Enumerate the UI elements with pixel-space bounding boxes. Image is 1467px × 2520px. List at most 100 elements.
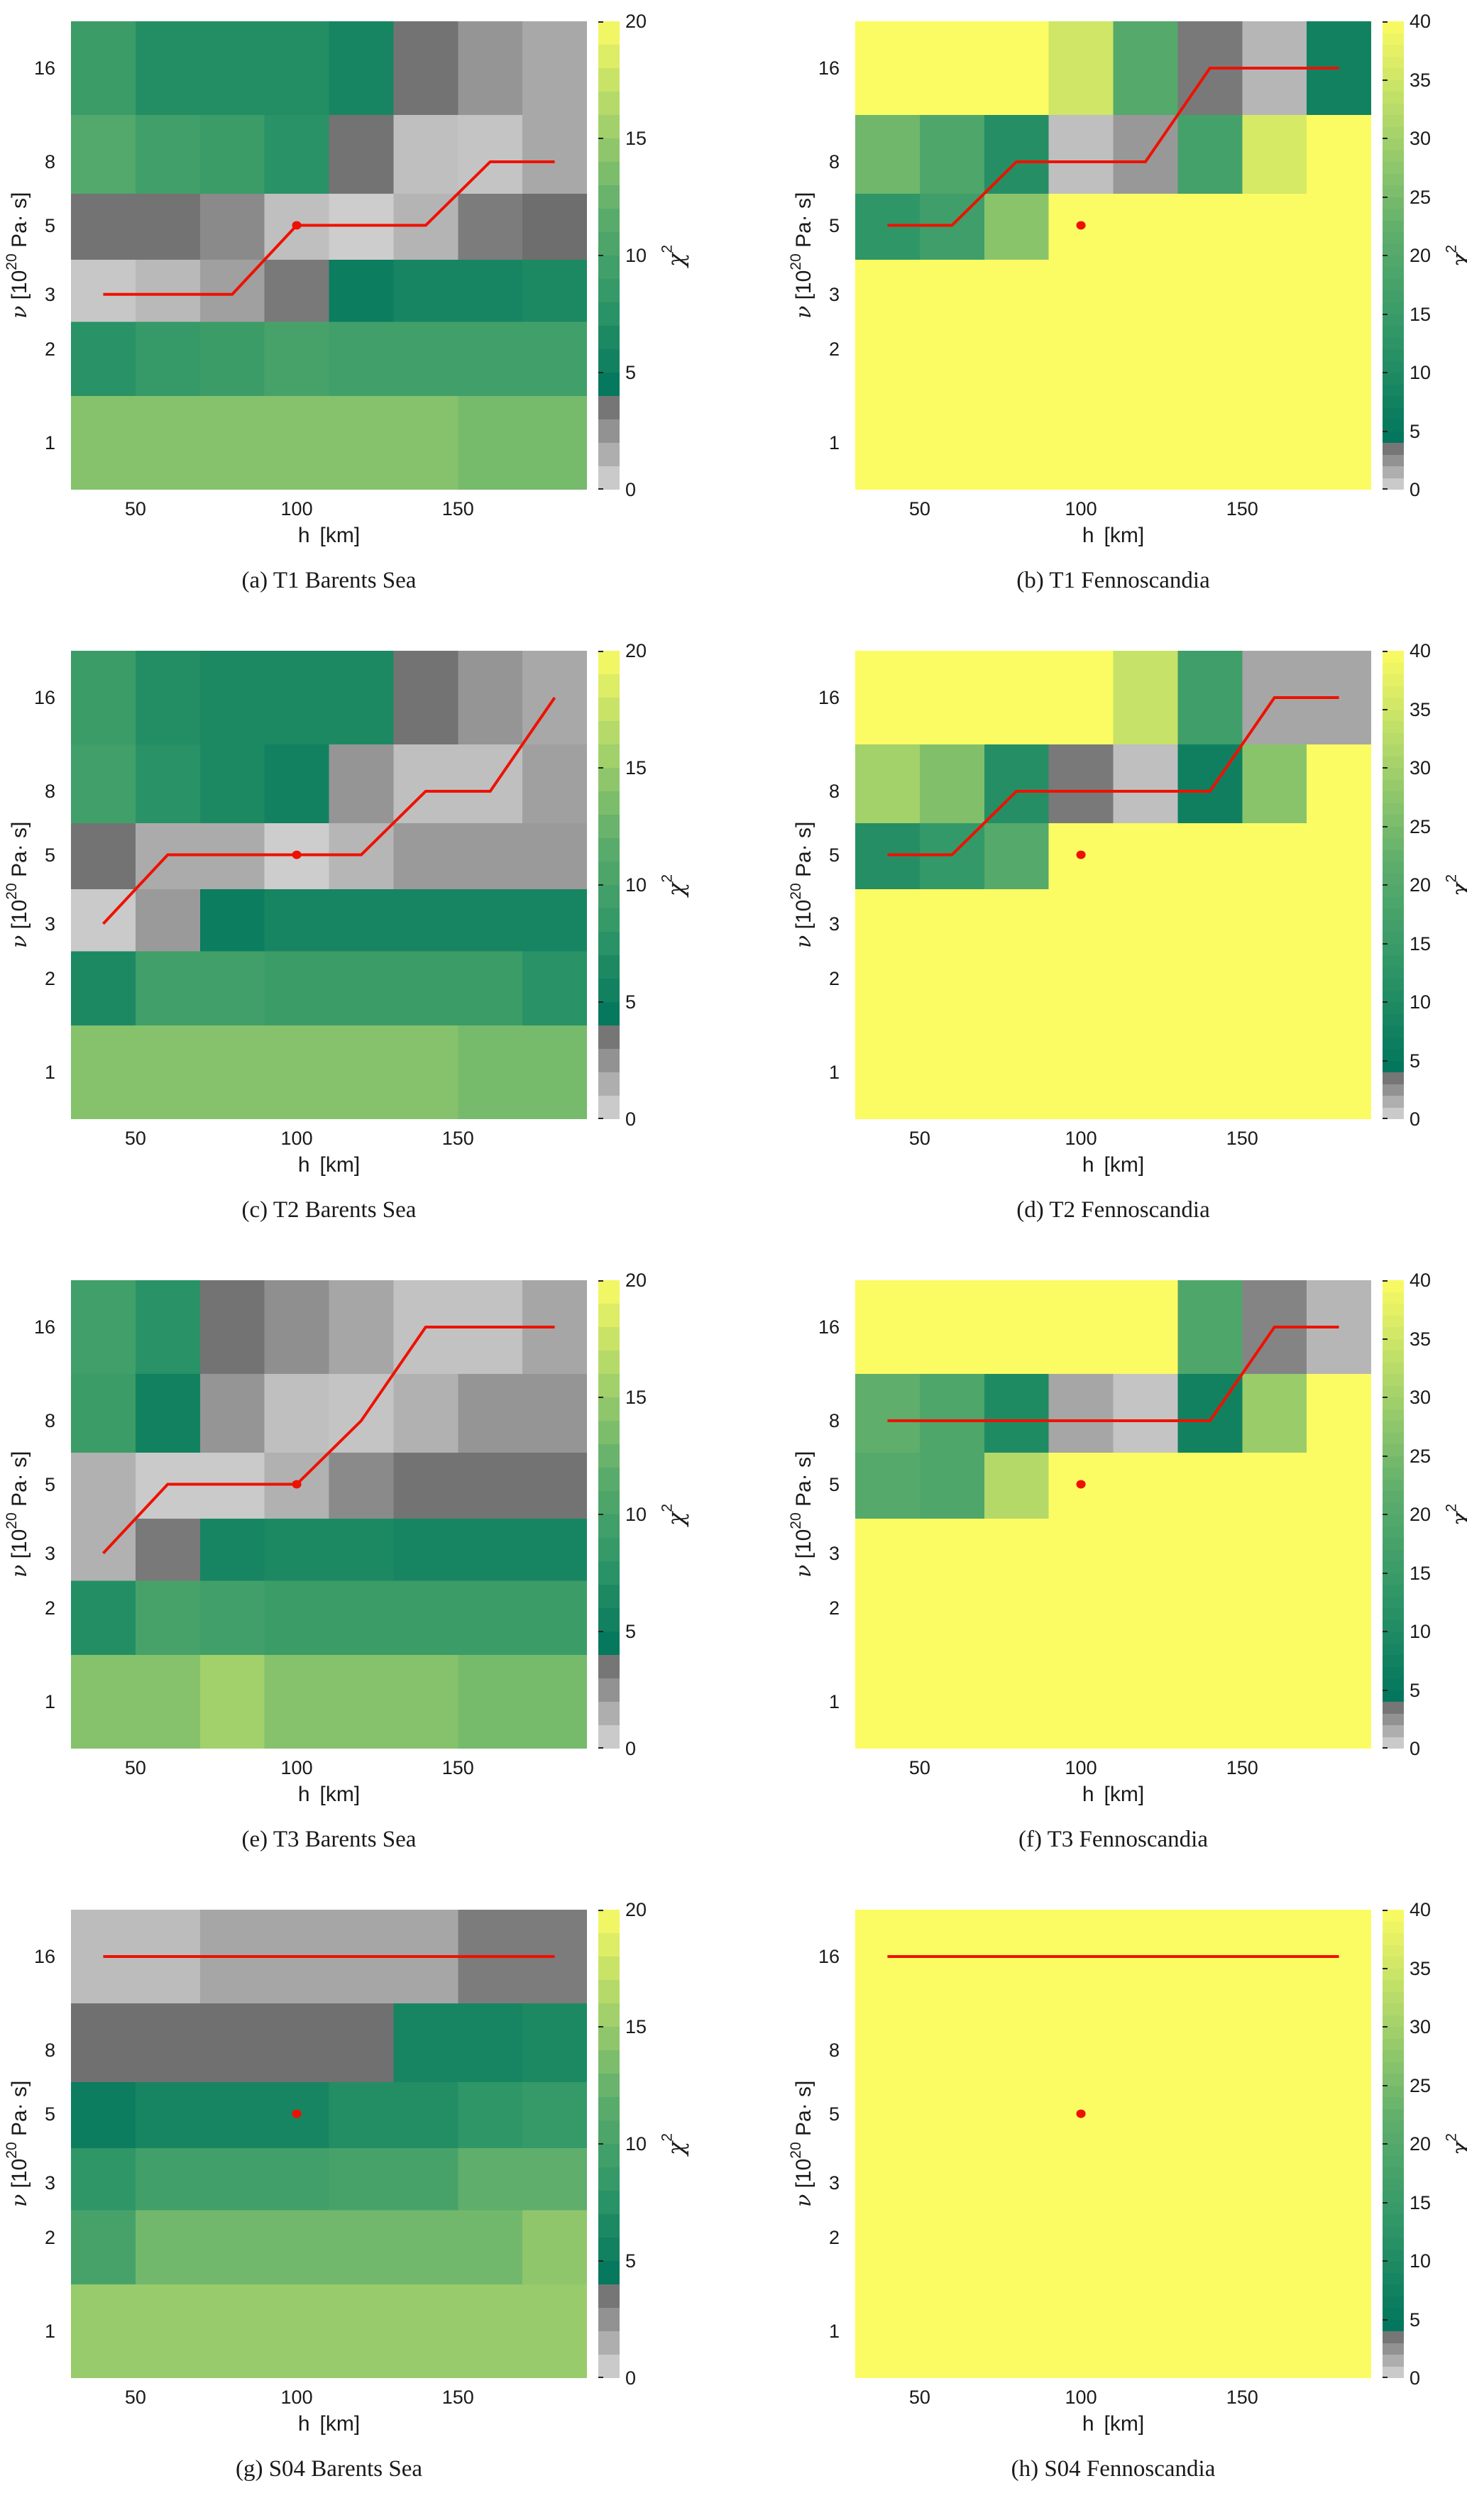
heatmap-cell [458, 2148, 524, 2211]
colorbar-band [1383, 209, 1404, 221]
colorbar-tick-label: 30 [1410, 757, 1432, 778]
colorbar-band [1383, 1362, 1404, 1374]
best-fit-point [292, 1480, 302, 1489]
colorbar-tick-label: 0 [625, 1738, 637, 1759]
colorbar-band [1383, 873, 1404, 885]
colorbar-tick-mark [1383, 825, 1388, 827]
colorbar-band [1383, 314, 1404, 326]
x-axis-label: h [km] [1082, 1783, 1145, 1806]
colorbar-band [598, 1374, 620, 1397]
heatmap-cell [458, 822, 524, 891]
heatmap-cell [855, 1580, 921, 1656]
heatmap-cell [1307, 744, 1371, 824]
heatmap-cell [458, 2210, 524, 2285]
heatmap-cell [1307, 2081, 1371, 2150]
heatmap-cell [264, 2210, 330, 2285]
colorbar-tick-mark [1383, 1397, 1388, 1398]
colorbar-band [1383, 1713, 1404, 1725]
y-tick-label: 16 [33, 687, 55, 708]
y-tick-label: 1 [44, 1062, 55, 1083]
heatmap-cell [71, 2210, 136, 2285]
colorbar-band [1383, 1397, 1404, 1409]
heatmap-cell [919, 396, 985, 490]
x-tick-labels: 50 100 150 [71, 1280, 587, 1778]
heatmap-cell [135, 260, 201, 323]
colorbar-band [598, 349, 620, 373]
colorbar-tick-mark [1383, 1338, 1388, 1340]
colorbar-label: χ2 [1443, 244, 1467, 267]
heatmap-cell [1048, 260, 1114, 323]
heatmap-cell [135, 2210, 201, 2285]
colorbar-band [1383, 126, 1404, 138]
colorbar-band [1383, 21, 1404, 33]
panel-caption: (f) T3 Fennoscandia [1018, 1827, 1208, 1852]
colorbar-tick-mark [598, 1001, 603, 1003]
heatmap-cell [984, 260, 1050, 323]
colorbar-tick-mark [598, 138, 603, 139]
heatmap-cell [71, 321, 136, 397]
colorbar-band [1383, 721, 1404, 733]
heatmap-cell [135, 2081, 201, 2150]
colorbar-tick-mark [1383, 138, 1388, 139]
colorbar-tick-label: 0 [1410, 2367, 1421, 2389]
best-fit-point [1076, 221, 1086, 230]
colorbar-band [1383, 302, 1404, 314]
colorbar [1383, 1280, 1404, 1749]
colorbar-band [1383, 2027, 1404, 2039]
colorbar-tick-label: 30 [1410, 2016, 1432, 2037]
colorbar-band [598, 1304, 620, 1327]
heatmap-cell [458, 193, 524, 261]
colorbar-band [1383, 232, 1404, 244]
heatmap-cell [1307, 2003, 1371, 2083]
heatmap-cell [393, 321, 459, 397]
heatmap-cell [984, 2284, 1050, 2378]
heatmap [71, 651, 587, 1119]
heatmap-cell [855, 889, 921, 952]
heatmap-cell [393, 1580, 459, 1656]
colorbar-tick-mark [1383, 1689, 1388, 1691]
heatmap-cell [135, 744, 201, 824]
heatmap-cell [1177, 1655, 1243, 1749]
colorbar-band [1383, 1957, 1404, 1969]
colorbar-band [1383, 454, 1404, 466]
heatmap-cell [919, 1374, 985, 1453]
heatmap-cell [1177, 951, 1243, 1026]
heatmap-cell [1177, 2210, 1243, 2285]
colorbar-tick-label: 10 [1410, 362, 1432, 383]
panel-caption: (c) T2 Barents Sea [241, 1197, 417, 1223]
colorbar-band [598, 815, 620, 838]
colorbar-band [1383, 2108, 1404, 2120]
colorbar-band [1383, 1910, 1404, 1922]
heatmap-cell [1307, 822, 1371, 891]
colorbar-tick-labels: 0 5 10 15 20 [598, 640, 683, 1130]
colorbar-band [598, 115, 620, 138]
heatmap-cell [71, 1655, 136, 1749]
y-tick-label: 8 [44, 151, 55, 172]
colorbar-tick-mark [1383, 1118, 1388, 1119]
colorbar-band [1383, 2038, 1404, 2050]
colorbar-band [1383, 1585, 1404, 1597]
colorbar-band [598, 2214, 620, 2238]
colorbar-band [598, 2355, 620, 2378]
heatmap-cell [71, 1580, 136, 1656]
colorbar-band [1383, 384, 1404, 396]
colorbar-tick-mark [1383, 1001, 1388, 1003]
heatmap [71, 1910, 587, 2378]
heatmap-cell [1242, 1452, 1308, 1520]
y-tick-label: 1 [828, 2321, 840, 2342]
colorbar-band [598, 185, 620, 209]
y-tick-label: 5 [828, 844, 840, 866]
colorbar-band [1383, 2331, 1404, 2343]
heatmap-cell [855, 2284, 921, 2378]
colorbar-tick-mark [598, 2377, 603, 2378]
colorbar-band [598, 1702, 620, 1725]
heatmap-cell [1307, 260, 1371, 323]
heatmap-cell [1048, 951, 1114, 1026]
heatmap-cell [919, 744, 985, 824]
colorbar-band [1383, 1280, 1404, 1292]
heatmap-cell [329, 1280, 395, 1375]
heatmap-cell [71, 21, 136, 116]
colorbar-band [1383, 744, 1404, 756]
x-axis-label: h [km] [1082, 524, 1145, 547]
colorbar-tick-mark [1383, 2260, 1388, 2262]
